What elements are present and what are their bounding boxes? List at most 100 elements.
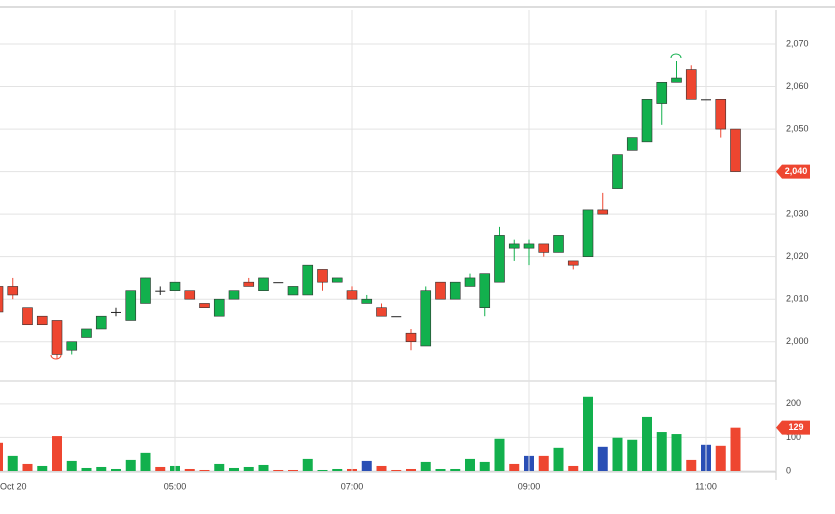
volume-bar [361,460,372,471]
volume-bar [494,438,505,471]
volume-bar [597,446,608,471]
volume-bar [155,466,166,471]
candle-body [140,277,151,304]
volume-bar [686,459,697,471]
candle-body [464,277,476,287]
candle-body [494,235,505,283]
volume-bar [583,396,593,471]
candle-body [258,277,269,291]
volume-bar [627,439,638,471]
price-badge [776,164,810,179]
y-tick-label: 2,030 [786,209,809,219]
volume-bar [199,469,210,471]
candle-body [7,286,19,296]
candle-body [582,209,594,257]
volume-bar [229,467,239,471]
y-tick-label: 2,000 [786,336,809,346]
volume-bar [302,458,313,471]
y-tick-label: 2,060 [786,81,809,91]
candle-body [523,243,535,249]
volume-bar [612,437,623,471]
volume-bar [671,434,682,471]
volume-bar [22,463,33,471]
candle-body [22,307,33,326]
volume-bar [258,464,269,471]
volume-bar [66,460,77,471]
volume-bar [538,455,549,471]
candle-body [243,281,255,287]
candle-body [317,269,328,283]
candle-body [508,243,520,249]
candle-body [331,277,343,283]
high-marker [670,53,682,59]
candle-body [184,290,196,300]
volume-bar [332,468,343,471]
volume-bar [0,442,3,471]
candle-body [155,290,166,292]
volume-bar [435,468,446,471]
volume-bar [184,468,195,471]
volume-bar [288,469,298,471]
candle-body [626,137,638,151]
candle-body [111,311,121,313]
low-marker [50,354,62,360]
volume-bar [568,465,579,471]
badge-label: 129 [788,422,803,432]
volume-bar [243,466,254,471]
volume-bar [406,468,416,471]
candle-body [391,316,402,318]
volume-bar [96,466,107,471]
candle-body [538,243,550,253]
volume-bar [420,461,431,471]
candle-body [701,99,711,101]
candle-body [346,290,358,300]
badge-label: 2,040 [785,166,808,176]
volume-bar [376,465,387,471]
x-tick-label: 05:00 [164,481,187,491]
volume-bar [642,416,652,471]
y-tick-label: 100 [786,432,801,442]
candle-body [376,307,387,317]
y-tick-label: 0 [786,465,791,475]
candle-body [213,298,225,317]
volume-bar [214,463,225,471]
candle-body [95,315,107,330]
candle-body [361,298,373,304]
candle-body [273,282,284,284]
x-tick-label: 07:00 [341,481,364,491]
candle-body [715,99,727,130]
candle-body [169,281,181,291]
price-badge [776,420,810,435]
volume-bar [450,468,461,471]
candle-body [51,320,63,355]
candle-body [287,286,299,296]
candle-body [66,341,78,351]
candle-body [597,209,609,215]
candle-body [81,328,92,338]
x-tick-label: 09:00 [518,481,541,491]
volume-bar [479,461,490,471]
y-tick-label: 200 [786,398,801,408]
candle-body [0,286,4,313]
volume-bar [273,469,284,471]
candle-body [435,281,446,300]
candle-body [612,154,623,189]
candle-body [479,273,491,309]
x-tick-label: Oct 20 [0,481,27,491]
candle-body [302,264,314,296]
y-tick-label: 2,070 [786,38,809,48]
volume-bar [715,445,726,471]
volume-bar [730,427,741,471]
volume-bar [81,467,92,471]
candle-body [671,77,682,83]
candle-body [405,332,417,343]
volume-bar [111,468,121,471]
volume-bar [391,469,402,471]
volume-bar [465,458,475,471]
y-tick-label: 2,050 [786,123,809,133]
candle-body [656,81,668,104]
candle-body [553,235,564,253]
candle-body [685,69,697,100]
